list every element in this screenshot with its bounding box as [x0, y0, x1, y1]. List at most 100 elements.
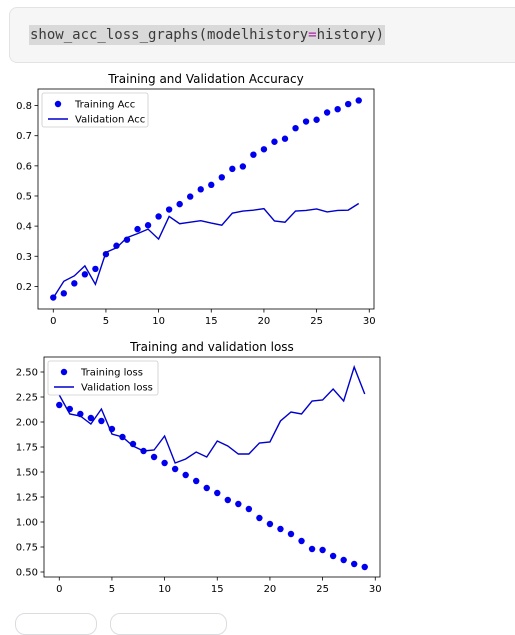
data-point-training-acc	[218, 174, 225, 181]
y-tick-label: 1.25	[16, 493, 38, 504]
data-point-training-acc	[250, 151, 257, 158]
data-point-training-acc	[60, 290, 68, 297]
x-tick-label: 25	[310, 316, 323, 327]
data-point-training-loss	[182, 471, 189, 479]
x-tick-label: 30	[363, 316, 376, 327]
data-point-training-loss	[350, 560, 358, 568]
legend-marker-swatch	[60, 368, 68, 376]
x-tick-label: 25	[316, 584, 329, 595]
data-point-training-acc	[71, 280, 78, 287]
y-tick-label: 1.50	[16, 468, 38, 479]
data-point-training-loss	[56, 401, 63, 409]
data-point-training-acc	[123, 236, 131, 243]
data-point-training-acc	[302, 118, 310, 125]
data-point-training-loss	[256, 514, 263, 522]
plot-area-frame	[43, 356, 381, 578]
data-point-training-loss	[340, 556, 347, 564]
y-tick-label: 2.25	[16, 393, 38, 404]
data-point-training-acc	[92, 265, 99, 273]
data-point-training-loss	[319, 546, 326, 554]
legend-label: Validation loss	[81, 383, 153, 394]
legend-label: Training Acc	[74, 100, 135, 111]
data-point-training-loss	[193, 477, 200, 485]
y-tick-label: 0.5	[16, 191, 32, 202]
data-point-training-loss	[150, 453, 158, 461]
data-point-training-acc	[229, 165, 236, 173]
data-point-training-acc	[81, 271, 89, 278]
chart-title: Training and Validation Accuracy	[107, 72, 303, 86]
series-line-validation-loss	[58, 364, 366, 464]
data-point-training-loss	[277, 525, 284, 533]
data-point-training-loss	[171, 465, 179, 473]
y-tick-label: 0.4	[16, 222, 32, 233]
data-point-training-loss	[224, 496, 231, 504]
data-point-training-loss	[87, 414, 95, 422]
data-point-training-loss	[287, 530, 295, 538]
y-tick-label: 0.6	[16, 161, 32, 172]
data-point-training-loss	[214, 489, 221, 497]
data-point-training-loss	[298, 537, 305, 545]
y-tick-label: 1.75	[16, 443, 38, 454]
data-point-training-acc	[197, 186, 204, 193]
code-line[interactable]: show_acc_loss_graphs(modelhistory=histor…	[29, 25, 386, 45]
x-tick-label: 20	[258, 316, 271, 327]
x-tick-label: 20	[264, 584, 277, 595]
y-tick-label: 0.50	[16, 568, 38, 579]
data-point-training-acc	[155, 213, 162, 220]
code-operator: =	[308, 27, 317, 43]
y-tick-label: 0.75	[16, 543, 38, 554]
output-toolbar-button-right[interactable]	[110, 613, 227, 635]
data-point-training-acc	[323, 109, 331, 116]
code-param-name: modelhistory	[207, 27, 309, 43]
x-tick-label: 0	[56, 584, 62, 595]
data-point-training-acc	[239, 163, 247, 170]
chart-title: Training and validation loss	[129, 340, 294, 354]
legend-marker-swatch	[54, 100, 62, 108]
legend-box	[41, 92, 149, 128]
code-argument: history	[316, 27, 376, 43]
loss-chart: Training and validation loss 0 5 10 15 20 25 30…	[16, 340, 382, 595]
data-point-training-acc	[208, 181, 215, 189]
y-tick-label: 2.00	[16, 418, 38, 429]
data-point-training-loss	[308, 545, 316, 553]
y-tick-label: 1.00	[16, 518, 38, 529]
data-point-training-loss	[203, 484, 210, 492]
x-tick-label: 10	[158, 584, 171, 595]
x-tick-label: 15	[205, 316, 218, 327]
data-point-training-loss	[98, 417, 105, 425]
data-point-training-acc	[144, 222, 152, 229]
accuracy-chart: Training and Validation Accuracy 0 5 10 15 20…	[16, 72, 376, 327]
y-tick-label: 0.8	[16, 101, 32, 112]
legend-label: Validation Acc	[75, 115, 145, 126]
data-point-training-acc	[113, 242, 120, 249]
data-point-training-loss	[361, 563, 368, 571]
data-point-training-acc	[260, 146, 268, 153]
data-point-training-acc	[176, 200, 183, 208]
code-function-name: show_acc_loss_graphs	[30, 27, 199, 43]
plot-area-frame	[37, 88, 375, 310]
series-line-validation-acc	[52, 202, 360, 299]
legend-label: Training loss	[80, 368, 143, 379]
output-toolbar-button-left[interactable]	[15, 613, 97, 635]
data-point-training-acc	[271, 138, 278, 145]
x-tick-label: 0	[50, 316, 56, 327]
code-cell[interactable]: show_acc_loss_graphs(modelhistory=histor…	[9, 7, 515, 63]
data-point-training-loss	[235, 500, 242, 508]
x-tick-label: 10	[152, 316, 165, 327]
data-point-training-acc	[355, 97, 362, 104]
data-point-training-acc	[134, 225, 141, 233]
data-point-training-loss	[161, 459, 168, 467]
y-tick-label: 0.2	[16, 282, 32, 293]
data-point-training-loss	[245, 505, 253, 513]
data-point-training-acc	[344, 100, 352, 108]
data-point-training-loss	[329, 552, 337, 560]
y-tick-label: 2.50	[16, 368, 38, 379]
data-point-training-acc	[165, 206, 173, 213]
y-tick-label: 0.7	[16, 131, 32, 142]
x-tick-label: 15	[211, 584, 224, 595]
code-close-paren: )	[375, 27, 385, 43]
data-point-training-loss	[129, 440, 137, 448]
x-tick-label: 5	[109, 584, 115, 595]
data-point-training-acc	[187, 193, 194, 200]
data-point-training-acc	[313, 116, 320, 123]
